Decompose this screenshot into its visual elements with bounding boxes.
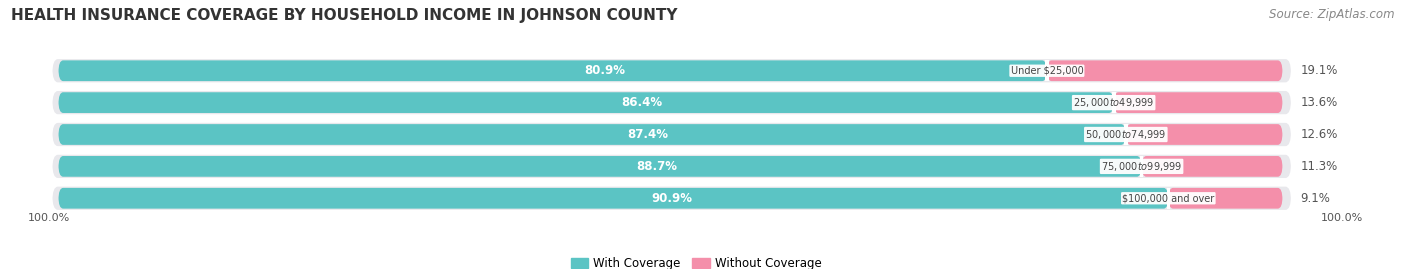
- FancyBboxPatch shape: [59, 124, 1126, 145]
- Text: 100.0%: 100.0%: [28, 213, 70, 223]
- FancyBboxPatch shape: [52, 155, 1291, 178]
- FancyBboxPatch shape: [52, 187, 1291, 210]
- Text: 86.4%: 86.4%: [621, 96, 662, 109]
- Text: $100,000 and over: $100,000 and over: [1122, 193, 1215, 203]
- FancyBboxPatch shape: [59, 92, 1114, 113]
- Text: 13.6%: 13.6%: [1301, 96, 1339, 109]
- Text: 87.4%: 87.4%: [627, 128, 669, 141]
- FancyBboxPatch shape: [1168, 188, 1282, 209]
- FancyBboxPatch shape: [1126, 124, 1282, 145]
- Text: HEALTH INSURANCE COVERAGE BY HOUSEHOLD INCOME IN JOHNSON COUNTY: HEALTH INSURANCE COVERAGE BY HOUSEHOLD I…: [11, 8, 678, 23]
- Text: 88.7%: 88.7%: [637, 160, 678, 173]
- Legend: With Coverage, Without Coverage: With Coverage, Without Coverage: [571, 257, 821, 269]
- Text: 80.9%: 80.9%: [585, 64, 626, 77]
- Text: $50,000 to $74,999: $50,000 to $74,999: [1085, 128, 1167, 141]
- FancyBboxPatch shape: [1142, 156, 1282, 177]
- FancyBboxPatch shape: [59, 188, 1168, 209]
- FancyBboxPatch shape: [1114, 92, 1282, 113]
- Bar: [1112, 92, 1115, 113]
- Text: 19.1%: 19.1%: [1301, 64, 1339, 77]
- Bar: [1167, 188, 1170, 209]
- Text: 11.3%: 11.3%: [1301, 160, 1339, 173]
- FancyBboxPatch shape: [59, 60, 1047, 81]
- Text: 90.9%: 90.9%: [651, 192, 692, 205]
- Text: $25,000 to $49,999: $25,000 to $49,999: [1073, 96, 1154, 109]
- FancyBboxPatch shape: [52, 123, 1291, 146]
- Bar: [1123, 124, 1128, 145]
- Text: Under $25,000: Under $25,000: [1011, 66, 1083, 76]
- Bar: [1140, 156, 1143, 177]
- FancyBboxPatch shape: [59, 156, 1142, 177]
- FancyBboxPatch shape: [1047, 60, 1282, 81]
- Text: 9.1%: 9.1%: [1301, 192, 1330, 205]
- Text: 12.6%: 12.6%: [1301, 128, 1339, 141]
- FancyBboxPatch shape: [52, 91, 1291, 114]
- Text: 100.0%: 100.0%: [1322, 213, 1364, 223]
- Text: $75,000 to $99,999: $75,000 to $99,999: [1101, 160, 1182, 173]
- Text: Source: ZipAtlas.com: Source: ZipAtlas.com: [1270, 8, 1395, 21]
- Bar: [1045, 60, 1049, 81]
- FancyBboxPatch shape: [52, 59, 1291, 82]
